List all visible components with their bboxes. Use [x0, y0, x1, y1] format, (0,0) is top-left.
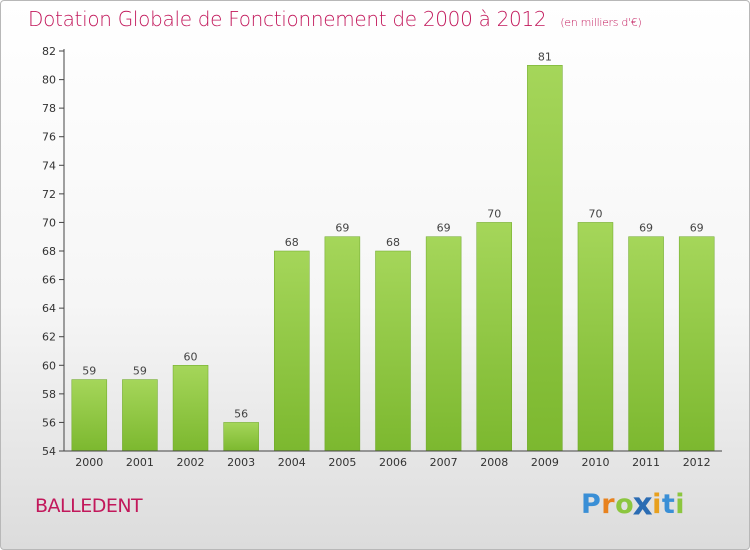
bar	[375, 250, 411, 452]
bar	[527, 65, 563, 452]
y-tick-label: 66	[42, 274, 56, 287]
x-tick-label: 2009	[531, 456, 559, 469]
brand-logo: Proxiti	[581, 486, 686, 523]
x-tick-label: 2002	[177, 456, 205, 469]
bar	[324, 236, 361, 452]
bar-value-label: 56	[234, 407, 248, 420]
bar	[476, 222, 512, 452]
bar	[577, 222, 614, 452]
x-tick-label: 2008	[480, 456, 508, 469]
logo-letter: i	[652, 489, 662, 520]
y-tick-label: 82	[42, 45, 56, 58]
logo-letter: o	[615, 489, 635, 520]
y-tick-label: 60	[42, 359, 56, 372]
logo-letter: r	[601, 489, 616, 520]
y-axis: 54 56 58 60 62 64 66 68 70 72 74 76 78 80 82	[42, 45, 65, 458]
y-tick-label: 76	[42, 131, 56, 144]
x-tick-label: 2012	[683, 456, 711, 469]
y-tick-label: 64	[42, 302, 56, 315]
y-tick-label: 72	[42, 188, 56, 201]
bar-value-label: 70	[487, 207, 501, 220]
y-tick-label: 58	[42, 388, 56, 401]
logo-letter: P	[581, 489, 602, 520]
bar-value-label: 68	[386, 236, 400, 249]
logo-letter: t	[661, 489, 676, 520]
bar-value-label: 69	[690, 222, 704, 235]
bar-value-label: 69	[437, 222, 451, 235]
y-tick-label: 78	[42, 102, 56, 115]
bar-value-label: 70	[588, 207, 602, 220]
bar	[122, 379, 158, 452]
x-tick-label: 2011	[632, 456, 660, 469]
x-tick-label: 2004	[278, 456, 306, 469]
x-tick-label: 2003	[227, 456, 255, 469]
x-tick-label: 2005	[328, 456, 356, 469]
bar	[425, 236, 462, 452]
location-name: BALLEDENT	[35, 495, 143, 517]
x-tick-label: 2007	[430, 456, 458, 469]
x-tick-label: 2001	[126, 456, 154, 469]
y-tick-label: 54	[42, 445, 56, 458]
bar	[71, 379, 108, 452]
bars: 59 59 60 56 68 69 68 69 70 81 70 69 69	[71, 50, 715, 452]
bar-value-label: 81	[538, 50, 552, 63]
bar-value-label: 59	[82, 365, 96, 378]
x-tick-label: 2010	[581, 456, 609, 469]
y-tick-label: 70	[42, 216, 56, 229]
y-tick-label: 68	[42, 245, 56, 258]
x-tick-label: 2000	[75, 456, 103, 469]
bar	[223, 422, 259, 452]
chart-title: Dotation Globale de Fonctionnement de 20…	[28, 7, 642, 31]
x-tick-label: 2006	[379, 456, 407, 469]
bar-value-label: 68	[285, 236, 299, 249]
bar	[172, 365, 209, 452]
y-tick-label: 56	[42, 416, 56, 429]
bar-value-label: 69	[639, 222, 653, 235]
chart-subtitle: (en milliers d'€)	[560, 16, 642, 29]
bar	[628, 236, 664, 452]
bar	[678, 236, 715, 452]
logo-letter: x	[632, 486, 654, 523]
bar-value-label: 59	[133, 365, 147, 378]
bar-value-label: 60	[184, 350, 198, 363]
x-axis: 2000 2001 2002 2003 2004 2005 2006 2007 2008 2009…	[64, 450, 722, 469]
bar	[274, 250, 310, 452]
y-tick-label: 62	[42, 331, 56, 344]
y-tick-label: 80	[42, 74, 56, 87]
y-tick-label: 74	[42, 159, 56, 172]
logo-letter: i	[675, 489, 686, 520]
bar-value-label: 69	[335, 222, 349, 235]
